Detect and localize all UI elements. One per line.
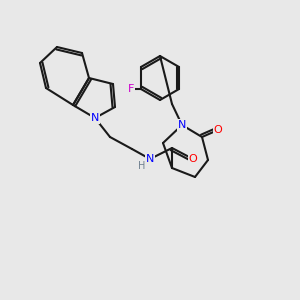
Text: N: N — [91, 113, 99, 123]
Text: H: H — [138, 161, 146, 171]
Text: O: O — [214, 125, 222, 135]
Text: O: O — [189, 154, 197, 164]
Text: F: F — [128, 84, 134, 94]
Text: N: N — [146, 154, 154, 164]
Text: N: N — [178, 120, 186, 130]
